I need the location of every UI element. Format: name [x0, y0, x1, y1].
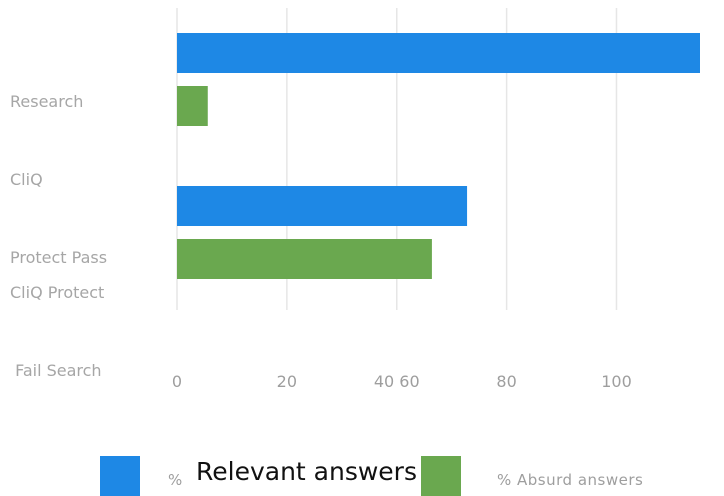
category-label-line: CliQ [10, 170, 43, 189]
legend-label-relevant: Relevant answers [196, 457, 417, 486]
legend-label-absurd: % Absurd answers [497, 471, 644, 489]
x-tick-label: 40 60 [373, 372, 420, 391]
category-label-line: Research [10, 92, 84, 111]
bar-relevant-0 [177, 33, 700, 73]
bar-absurd-1 [177, 239, 432, 279]
category-label-line: Protect Pass [10, 248, 108, 267]
x-tick-label: 80 [496, 372, 517, 391]
x-tick-label: 20 [276, 372, 298, 391]
legend-swatch-relevant [100, 456, 140, 496]
x-tick-label: 0 [171, 372, 183, 391]
legend-swatch-absurd [421, 456, 461, 496]
x-tick-label: 100 [601, 372, 632, 391]
category-label-line: CliQ Protect [10, 283, 105, 302]
bar-absurd-0 [177, 86, 208, 126]
legend-prefix-relevant: % [168, 471, 183, 489]
category-label-line: Fail Search [10, 361, 102, 380]
bar-relevant-1 [177, 186, 468, 226]
category-label-1: CliQ Protect Fail Search [10, 228, 104, 410]
category-label-0: Research CliQ Protect Pass [10, 37, 107, 297]
bars [177, 33, 700, 279]
